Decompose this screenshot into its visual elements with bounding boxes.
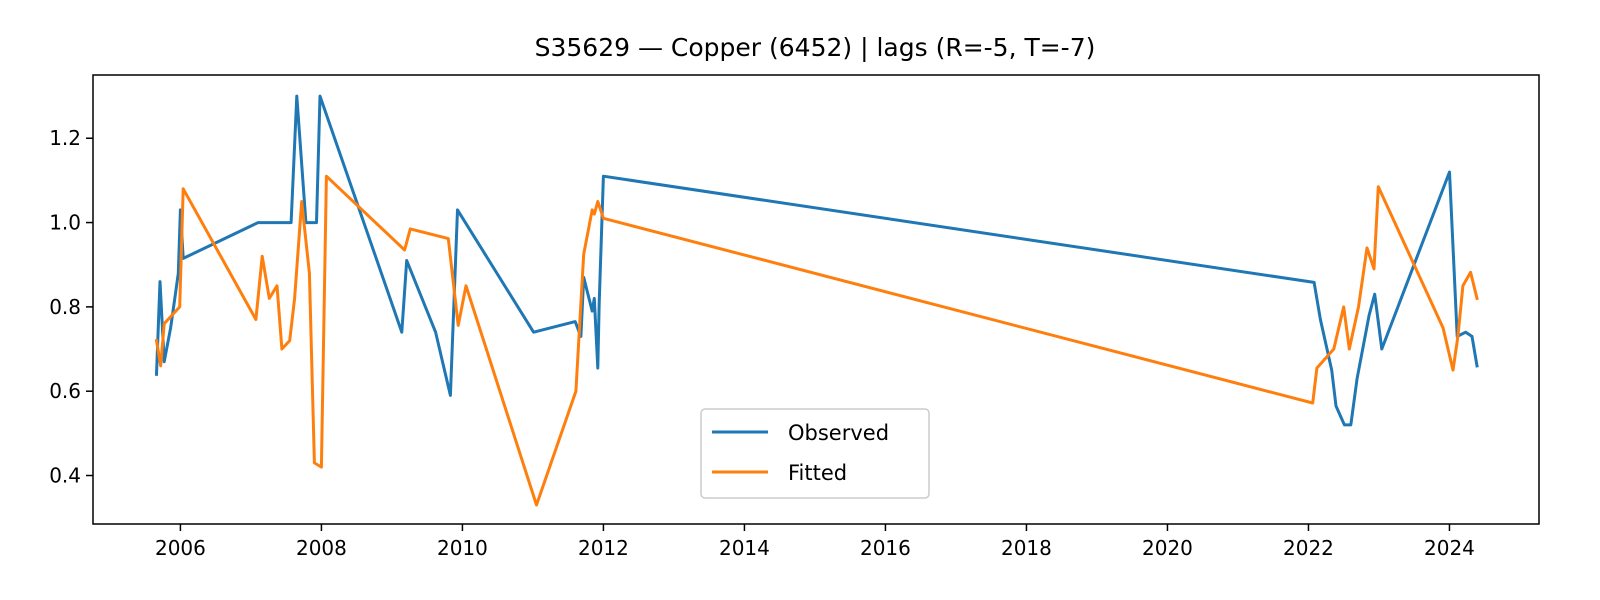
y-tick-label: 1.2 — [49, 126, 81, 150]
x-tick-label: 2022 — [1283, 536, 1334, 560]
x-tick-label: 2016 — [860, 536, 911, 560]
plot-frame — [92, 74, 1540, 525]
legend-label-observed: Observed — [788, 421, 889, 445]
x-tick-label: 2020 — [1142, 536, 1193, 560]
x-tick-label: 2008 — [296, 536, 347, 560]
plot-area: 2006 2008 2010 2012 2014 2016 2018 2020 2022 2024… — [49, 126, 1475, 560]
x-tick-label: 2014 — [719, 536, 770, 560]
x-tick-label: 2010 — [437, 536, 488, 560]
x-tick-label: 2006 — [155, 536, 206, 560]
series-line-observed — [154, 94, 1479, 427]
y-tick-label: 1.0 — [49, 211, 81, 235]
series-layer — [154, 94, 1479, 507]
legend-label-fitted: Fitted — [788, 461, 847, 485]
y-tick-label: 0.6 — [49, 379, 81, 403]
chart-title: S35629 — Copper (6452) | lags (R=-5, T=-… — [535, 33, 1096, 62]
x-tick-label: 2018 — [1001, 536, 1052, 560]
y-tick-label: 0.4 — [49, 464, 81, 488]
series-line-fitted — [154, 174, 1479, 507]
y-tick-label: 0.8 — [49, 295, 81, 319]
x-tick-label: 2024 — [1424, 536, 1475, 560]
x-tick-label: 2012 — [578, 536, 629, 560]
legend: Observed Fitted — [700, 408, 930, 499]
